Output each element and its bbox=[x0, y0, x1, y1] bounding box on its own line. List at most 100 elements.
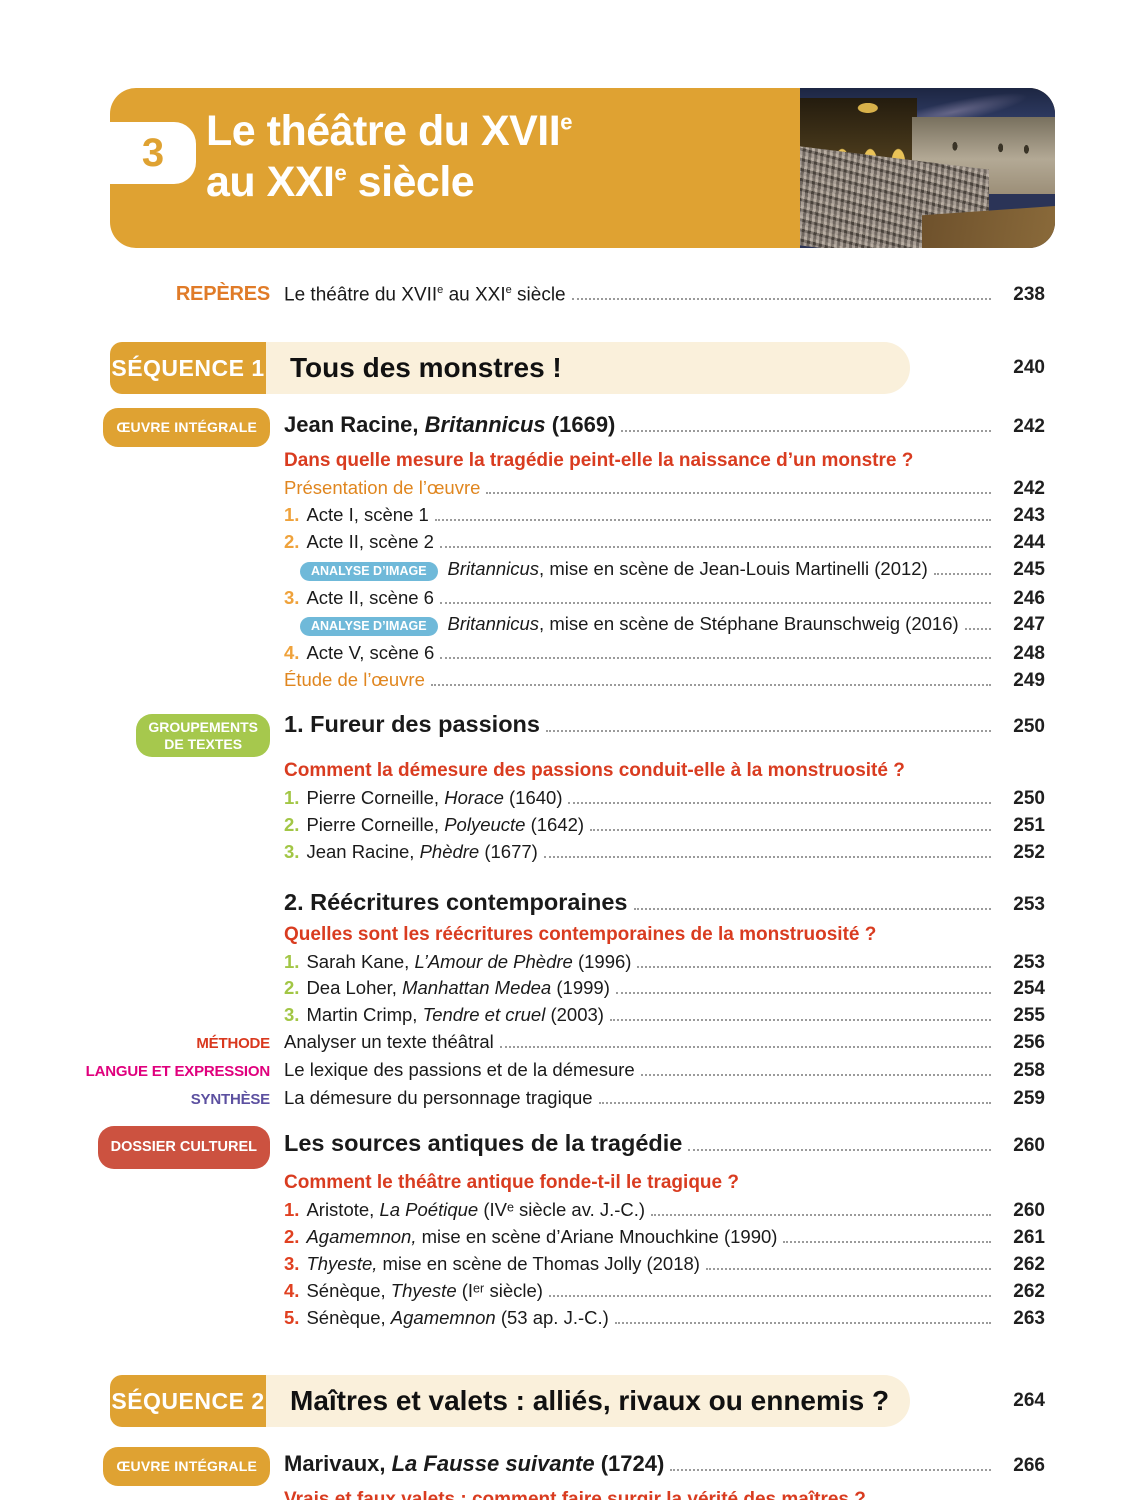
question-row: Comment le théâtre antique fonde-t-il le… bbox=[110, 1169, 1045, 1197]
dotted-leader bbox=[614, 1321, 991, 1324]
page-number: 242 bbox=[1013, 478, 1045, 500]
chapter-header-left: 3 Le théâtre du XVIIe au XXIe siècle bbox=[110, 88, 800, 248]
page-number: 263 bbox=[1013, 1307, 1045, 1329]
page-number: 259 bbox=[1013, 1087, 1045, 1109]
reperes-row: REPÈRES Le théâtre du XVIIe au XXIe sièc… bbox=[110, 278, 1045, 308]
dotted-leader bbox=[933, 572, 991, 575]
question-row: Vrais et faux valets : comment faire sur… bbox=[110, 1486, 1045, 1500]
superscript-e: e bbox=[560, 109, 572, 135]
page-number: 245 bbox=[1013, 558, 1045, 580]
dotted-leader bbox=[705, 1268, 991, 1271]
dotted-leader bbox=[633, 907, 991, 910]
dossier-culturel-badge: DOSSIER CULTUREL bbox=[97, 1126, 270, 1170]
toc-row: 4. Acte V, scène 6 248 bbox=[110, 640, 1045, 667]
page-number: 240 bbox=[1013, 357, 1045, 379]
work-title-row: ŒUVRE INTÉGRALE Jean Racine, Britannicus… bbox=[103, 408, 1045, 448]
toc-row: 2. Acte II, scène 2 244 bbox=[110, 529, 1045, 556]
page-number: 266 bbox=[1013, 1455, 1045, 1477]
page-number: 262 bbox=[1013, 1254, 1045, 1276]
toc-row: Présentation de l’œuvre 242 bbox=[110, 475, 1045, 502]
sequence1-banner-row: SÉQUENCE 1 Tous des monstres ! 240 bbox=[110, 342, 1045, 395]
page-number: 243 bbox=[1013, 505, 1045, 527]
etude-oeuvre: Étude de l’œuvre bbox=[284, 668, 425, 690]
page-number: 254 bbox=[1013, 978, 1045, 1000]
reperes-label: REPÈRES bbox=[175, 283, 270, 306]
roman-numeral: XXI bbox=[266, 157, 335, 206]
page-number: 256 bbox=[1013, 1032, 1045, 1054]
page-number: 255 bbox=[1013, 1005, 1045, 1027]
question-row: Dans quelle mesure la tragédie peint-ell… bbox=[110, 447, 1045, 475]
dotted-leader bbox=[598, 1101, 991, 1104]
toc-item: 3. Thyeste, mise en scène de Thomas Jolly… bbox=[284, 1253, 700, 1275]
guiding-question: Dans quelle mesure la tragédie peint-ell… bbox=[284, 450, 914, 472]
dotted-leader bbox=[499, 1046, 991, 1049]
sequence1-banner: SÉQUENCE 1 Tous des monstres ! bbox=[110, 342, 910, 395]
dotted-leader bbox=[609, 1019, 991, 1022]
toc-row: 5. Sénèque, Agamemnon (53 ap. J.-C.) 263 bbox=[110, 1305, 1045, 1332]
toc-item: 1. Sarah Kane, L’Amour de Phèdre (1996) bbox=[284, 950, 632, 972]
toc-row-analyse-image: ANALYSE D’IMAGE Britannicus, mise en scèn… bbox=[110, 611, 1045, 640]
page-number: 248 bbox=[1013, 643, 1045, 665]
dotted-leader bbox=[486, 492, 991, 495]
dotted-leader bbox=[430, 683, 991, 686]
toc-row: 3. Thyeste, mise en scène de Thomas Jolly… bbox=[110, 1251, 1045, 1278]
page-number: 253 bbox=[1013, 893, 1045, 915]
methode-label: MÉTHODE bbox=[196, 1035, 270, 1053]
synthese-row: SYNTHÈSE La démesure du personnage tragi… bbox=[110, 1085, 1045, 1113]
chapter-number-tab: 3 bbox=[110, 122, 196, 184]
dotted-leader bbox=[439, 601, 991, 604]
chapter-number: 3 bbox=[141, 130, 165, 175]
guiding-question: Quelles sont les réécritures contemporai… bbox=[284, 923, 877, 945]
toc-item: Analyser un texte théâtral bbox=[284, 1031, 494, 1053]
page-number: 247 bbox=[1013, 614, 1045, 636]
dotted-leader bbox=[434, 519, 991, 522]
page-number: 246 bbox=[1013, 587, 1045, 609]
dotted-leader bbox=[637, 965, 991, 968]
dotted-leader bbox=[543, 855, 991, 858]
toc-item: 3. Martin Crimp, Tendre et cruel (2003) bbox=[284, 1004, 604, 1026]
page-number: 244 bbox=[1013, 531, 1045, 553]
dotted-leader bbox=[688, 1149, 991, 1152]
toc-row-analyse-image: ANALYSE D’IMAGE Britannicus, mise en scèn… bbox=[110, 556, 1045, 585]
toc-item: 2. Agamemnon, mise en scène d’Ariane Mnou… bbox=[284, 1226, 778, 1248]
page-number: 250 bbox=[1013, 715, 1045, 737]
header-photo-theatre-courtyard bbox=[800, 88, 1055, 248]
chapter-title-line1: Le théâtre du bbox=[206, 107, 481, 155]
page-number: 249 bbox=[1013, 669, 1045, 691]
chapter-title: Le théâtre du XVIIe au XXIe siècle bbox=[206, 106, 572, 207]
dotted-leader bbox=[571, 298, 991, 301]
work-title: Marivaux, La Fausse suivante (1724) bbox=[284, 1451, 665, 1477]
page-number: 251 bbox=[1013, 815, 1045, 837]
toc-item: 3. Jean Racine, Phèdre (1677) bbox=[284, 840, 538, 862]
toc-row: 3. Martin Crimp, Tendre et cruel (2003) 2… bbox=[110, 1002, 1045, 1029]
dotted-leader bbox=[439, 545, 991, 548]
toc-item: 1. Pierre Corneille, Horace (1640) bbox=[284, 787, 563, 809]
langue-expression-row: LANGUE ET EXPRESSION Le lexique des pass… bbox=[86, 1057, 1045, 1085]
chapter-title-line2: au bbox=[206, 157, 267, 206]
toc-row: 1. Aristote, La Poétique (IVᵉ siècle av. … bbox=[110, 1197, 1045, 1224]
guiding-question: Comment la démesure des passions conduit… bbox=[284, 760, 905, 782]
dotted-leader bbox=[621, 430, 991, 433]
roman-numeral: XVII bbox=[480, 107, 561, 155]
toc-item: 5. Sénèque, Agamemnon (53 ap. J.-C.) bbox=[284, 1306, 609, 1328]
toc-item: 2. Acte II, scène 2 bbox=[284, 530, 434, 552]
toc-row: 3. Jean Racine, Phèdre (1677) 252 bbox=[110, 839, 1045, 866]
dotted-leader bbox=[548, 1294, 991, 1297]
toc-row: 2. Dea Loher, Manhattan Medea (1999) 254 bbox=[110, 975, 1045, 1002]
section-head-row: GROUPEMENTS DE TEXTES 1. Fureur des passi… bbox=[110, 708, 1045, 758]
toc-item: 1. Aristote, La Poétique (IVᵉ siècle av. … bbox=[284, 1199, 646, 1221]
chapter-title-line2-end: siècle bbox=[346, 157, 475, 206]
dotted-leader bbox=[545, 729, 991, 732]
dotted-leader bbox=[615, 992, 991, 995]
page-number: 261 bbox=[1013, 1227, 1045, 1249]
toc-item: 3. Acte II, scène 6 bbox=[284, 586, 434, 608]
page-number: 260 bbox=[1013, 1200, 1045, 1222]
question-row: Comment la démesure des passions conduit… bbox=[110, 757, 1045, 785]
section-title: 2. Réécritures contemporaines bbox=[284, 888, 628, 915]
page-number: 253 bbox=[1013, 951, 1045, 973]
analyse-image-badge: ANALYSE D’IMAGE bbox=[300, 617, 438, 637]
toc-item: 2. Dea Loher, Manhattan Medea (1999) bbox=[284, 977, 610, 999]
section-title: Les sources antiques de la tragédie bbox=[284, 1130, 683, 1157]
presentation-oeuvre: Présentation de l’œuvre bbox=[284, 477, 481, 499]
